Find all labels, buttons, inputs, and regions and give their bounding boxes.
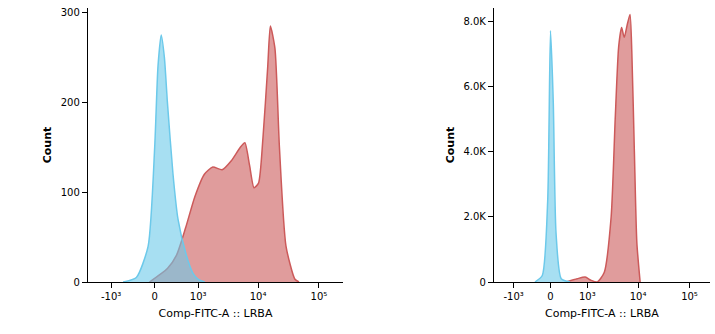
svg-text:10⁴: 10⁴ [630,291,647,302]
svg-text:10⁴: 10⁴ [250,291,267,302]
svg-text:Comp-FITC-A :: LRBA: Comp-FITC-A :: LRBA [159,307,273,320]
svg-text:8.0K: 8.0K [463,16,486,27]
svg-text:2.0K: 2.0K [463,211,486,222]
svg-text:100: 100 [61,187,80,198]
svg-text:Count: Count [41,127,54,164]
svg-text:10³: 10³ [190,291,207,302]
svg-text:10³: 10³ [579,291,596,302]
svg-text:-10³: -10³ [503,291,523,302]
svg-text:6.0K: 6.0K [463,81,486,92]
svg-text:10⁵: 10⁵ [311,291,328,302]
svg-text:-10³: -10³ [101,291,121,302]
svg-text:10⁵: 10⁵ [681,291,698,302]
svg-text:0: 0 [152,291,158,302]
svg-text:0: 0 [479,277,485,288]
svg-text:0: 0 [547,291,553,302]
svg-text:Comp-FITC-A :: LRBA: Comp-FITC-A :: LRBA [545,307,659,320]
svg-text:4.0K: 4.0K [463,146,486,157]
svg-text:300: 300 [61,7,80,18]
svg-text:0: 0 [73,277,79,288]
svg-text:Count: Count [444,127,457,164]
svg-text:200: 200 [61,97,80,108]
